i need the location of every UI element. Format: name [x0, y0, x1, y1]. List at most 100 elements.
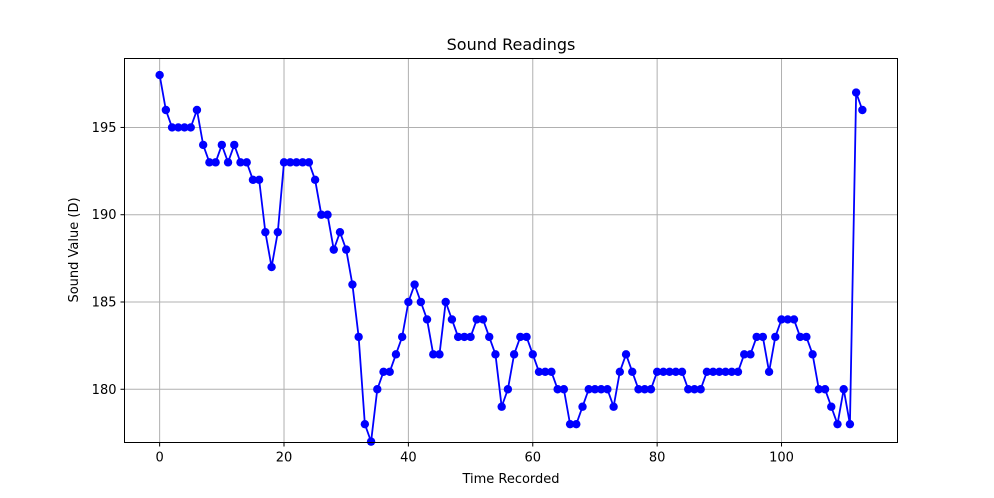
x-tick-label: 100 [769, 451, 794, 466]
y-tick-label: 185 [92, 295, 117, 310]
data-point [230, 140, 239, 150]
data-point [366, 437, 376, 446]
chart-title: Sound Readings [447, 35, 576, 54]
data-point [422, 315, 432, 324]
data-point [541, 367, 550, 377]
data-point [628, 367, 637, 377]
data-point [702, 367, 712, 377]
data-point [155, 70, 164, 80]
data-point [684, 385, 693, 394]
data-point [820, 385, 830, 394]
data-point [746, 350, 755, 359]
data-point [478, 315, 488, 324]
data-point [236, 158, 245, 167]
data-point [584, 385, 593, 394]
data-point [354, 332, 363, 342]
data-point [298, 158, 307, 167]
data-point [180, 123, 189, 132]
data-point [522, 332, 531, 342]
data-point [789, 315, 799, 324]
data-point [404, 297, 413, 307]
data-point [764, 367, 774, 377]
grid [124, 58, 898, 443]
y-tick-label: 190 [92, 208, 117, 223]
data-point [217, 140, 227, 150]
data-point [534, 367, 544, 377]
data-point [814, 385, 824, 394]
data-point [317, 210, 326, 219]
data-point [516, 332, 525, 342]
data-point [677, 367, 687, 377]
data-point [174, 123, 183, 132]
data-point [771, 332, 780, 342]
x-tick-label: 80 [649, 451, 666, 466]
data-point [858, 105, 867, 115]
x-tick-label: 20 [276, 451, 293, 466]
data-point [360, 419, 370, 429]
data-point [223, 158, 233, 167]
data-point [447, 315, 457, 324]
data-point [348, 280, 357, 289]
data-point [509, 350, 519, 359]
data-point [690, 385, 699, 394]
data-point [596, 385, 606, 394]
data-point [845, 419, 855, 429]
data-point [503, 385, 513, 394]
data-point [472, 315, 481, 324]
data-point [740, 350, 749, 359]
data-point [279, 158, 289, 167]
data-point [342, 245, 351, 254]
data-point [727, 367, 736, 377]
data-point [783, 315, 792, 324]
data-point [198, 140, 208, 150]
data-point [391, 350, 401, 359]
data-point [565, 419, 575, 429]
data-point [696, 385, 705, 394]
data-point [248, 175, 258, 185]
data-point [161, 105, 171, 115]
data-point [441, 297, 450, 307]
data-point [715, 367, 724, 377]
data-point [397, 332, 407, 342]
data-point [286, 158, 295, 167]
data-point [485, 332, 494, 342]
data-point [578, 402, 587, 411]
data-point [671, 367, 680, 377]
data-point [621, 350, 631, 359]
data-point [310, 175, 320, 185]
data-point [491, 350, 500, 359]
x-tick-label: 40 [400, 451, 417, 466]
data-point [416, 297, 426, 307]
data-point [410, 280, 419, 289]
data-point [379, 367, 388, 377]
data-point [429, 350, 438, 359]
data-point [609, 402, 618, 411]
data-point [652, 367, 662, 377]
data-point [603, 385, 612, 394]
data-point [733, 367, 743, 377]
data-point [466, 332, 475, 342]
data-point [292, 158, 301, 167]
data-point [721, 367, 730, 377]
data-point [323, 210, 332, 219]
data-point [590, 385, 600, 394]
data-point [851, 88, 861, 97]
data-point [553, 385, 562, 394]
data-point [758, 332, 768, 342]
series-layer [155, 70, 867, 446]
data-point [460, 332, 469, 342]
data-point [572, 419, 581, 429]
data-point [267, 262, 276, 272]
plot-frame [124, 58, 898, 443]
x-tick-label: 60 [524, 451, 541, 466]
data-point [777, 315, 786, 324]
data-point [211, 158, 220, 167]
data-point [665, 367, 674, 377]
data-point [634, 385, 643, 394]
data-point [304, 158, 314, 167]
data-point [167, 123, 177, 132]
data-point [646, 385, 656, 394]
axis-ticks: 0 20 40 60 80 100 180 185 190 195 [92, 121, 794, 466]
